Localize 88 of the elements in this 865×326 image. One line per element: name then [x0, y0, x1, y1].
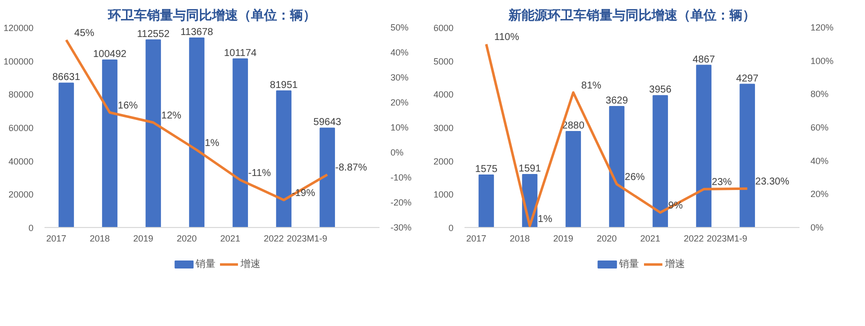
data-label: 1591	[518, 163, 542, 174]
data-label: 1%	[538, 214, 552, 225]
y-tick-label: 5000	[433, 56, 454, 66]
x-tick-label: 2017	[466, 234, 486, 244]
data-label: 3956	[649, 84, 672, 96]
data-label: 113678	[180, 27, 214, 38]
y2-tick-label: 80%	[810, 89, 829, 100]
y-tick-label: 0	[28, 223, 34, 233]
x-tick-label: 2020	[176, 234, 197, 244]
y2-tick-label: 10%	[390, 122, 409, 132]
bar	[609, 106, 624, 228]
y2-tick-label: 30%	[390, 72, 409, 82]
chart-title: 新能源环卫车销量与同比增速（单位：辆）	[508, 8, 756, 22]
bar	[146, 39, 161, 228]
y-tick-label: 20000	[8, 190, 34, 200]
y-tick-label: 120000	[3, 23, 34, 33]
bar	[102, 60, 118, 228]
x-tick-label: 2018	[510, 234, 530, 244]
x-tick-label: 2017	[46, 234, 66, 244]
y-tick-label: 40000	[8, 156, 34, 166]
data-label: -11%	[248, 168, 271, 179]
data-label: 112552	[136, 28, 170, 40]
bar	[189, 38, 204, 228]
legend-label: 销量	[194, 259, 216, 270]
y-tick-label: 4000	[433, 90, 454, 100]
bar	[276, 90, 292, 228]
data-label: 100492	[93, 49, 127, 60]
y-tick-label: 100000	[3, 56, 34, 66]
x-tick-label: 2021	[640, 234, 660, 244]
bar	[740, 84, 755, 228]
y2-tick-label: -20%	[390, 198, 412, 208]
bar	[696, 64, 712, 228]
bar	[232, 58, 248, 228]
data-label: 1575	[475, 164, 498, 175]
y2-tick-label: 40%	[810, 156, 829, 166]
chart-title: 环卫车销量与同比增速（单位：辆）	[107, 8, 316, 22]
bar	[652, 95, 668, 228]
x-tick-label: 2022	[684, 234, 704, 244]
y2-tick-label: 60%	[810, 122, 829, 132]
data-label: 4297	[736, 73, 759, 84]
data-label: 45%	[74, 28, 94, 39]
x-tick-label: 2018	[90, 234, 110, 244]
legend-label: 增速	[664, 258, 685, 270]
legend-label: 销量	[618, 259, 639, 270]
x-tick-label: 2023M1-9	[706, 234, 748, 244]
data-label: 3629	[606, 96, 628, 107]
data-label: 1%	[204, 138, 220, 149]
legend-label: 增速	[239, 258, 260, 270]
x-tick-label: 2019	[553, 234, 574, 244]
y-tick-label: 3000	[433, 123, 454, 133]
x-tick-label: 2021	[220, 234, 240, 244]
y-tick-label: 6000	[433, 23, 454, 33]
y2-tick-label: 40%	[390, 48, 409, 58]
y2-tick-label: 0%	[390, 148, 404, 158]
y2-tick-label: 50%	[390, 22, 409, 32]
bar	[320, 128, 335, 228]
y-tick-label: 2000	[433, 156, 454, 166]
y2-tick-label: 20%	[810, 189, 829, 200]
bar	[58, 82, 74, 228]
y2-tick-label: 120%	[810, 22, 834, 32]
data-label: 86631	[52, 72, 81, 84]
y2-tick-label: 100%	[810, 56, 834, 66]
x-tick-label: 2019	[133, 234, 154, 244]
y2-tick-label: 0%	[810, 222, 824, 232]
data-label: 26%	[624, 172, 645, 184]
data-label: 81%	[581, 80, 602, 92]
data-label: -8.87%	[335, 162, 368, 174]
data-label: 59643	[313, 117, 342, 128]
y-tick-label: 1000	[433, 190, 454, 200]
data-label: 101174	[224, 48, 258, 59]
data-label: 110%	[494, 32, 520, 44]
data-label: 4867	[692, 54, 716, 66]
data-label: 16%	[118, 100, 138, 112]
y-tick-label: 0	[448, 223, 454, 233]
x-tick-label: 2022	[264, 234, 284, 244]
y2-tick-label: -10%	[390, 172, 412, 182]
y-tick-label: 60000	[8, 123, 34, 133]
bar	[566, 131, 581, 228]
data-label: 23.30%	[755, 176, 790, 188]
y2-tick-label: -30%	[390, 222, 412, 232]
x-tick-label: 2020	[596, 234, 617, 244]
y2-tick-label: 20%	[390, 98, 409, 108]
bar	[478, 174, 494, 228]
y-tick-label: 80000	[8, 90, 34, 100]
x-tick-label: 2023M1-9	[286, 234, 328, 244]
data-label: 12%	[161, 110, 182, 122]
data-label: 81951	[270, 80, 298, 91]
data-label: 23%	[712, 177, 732, 188]
